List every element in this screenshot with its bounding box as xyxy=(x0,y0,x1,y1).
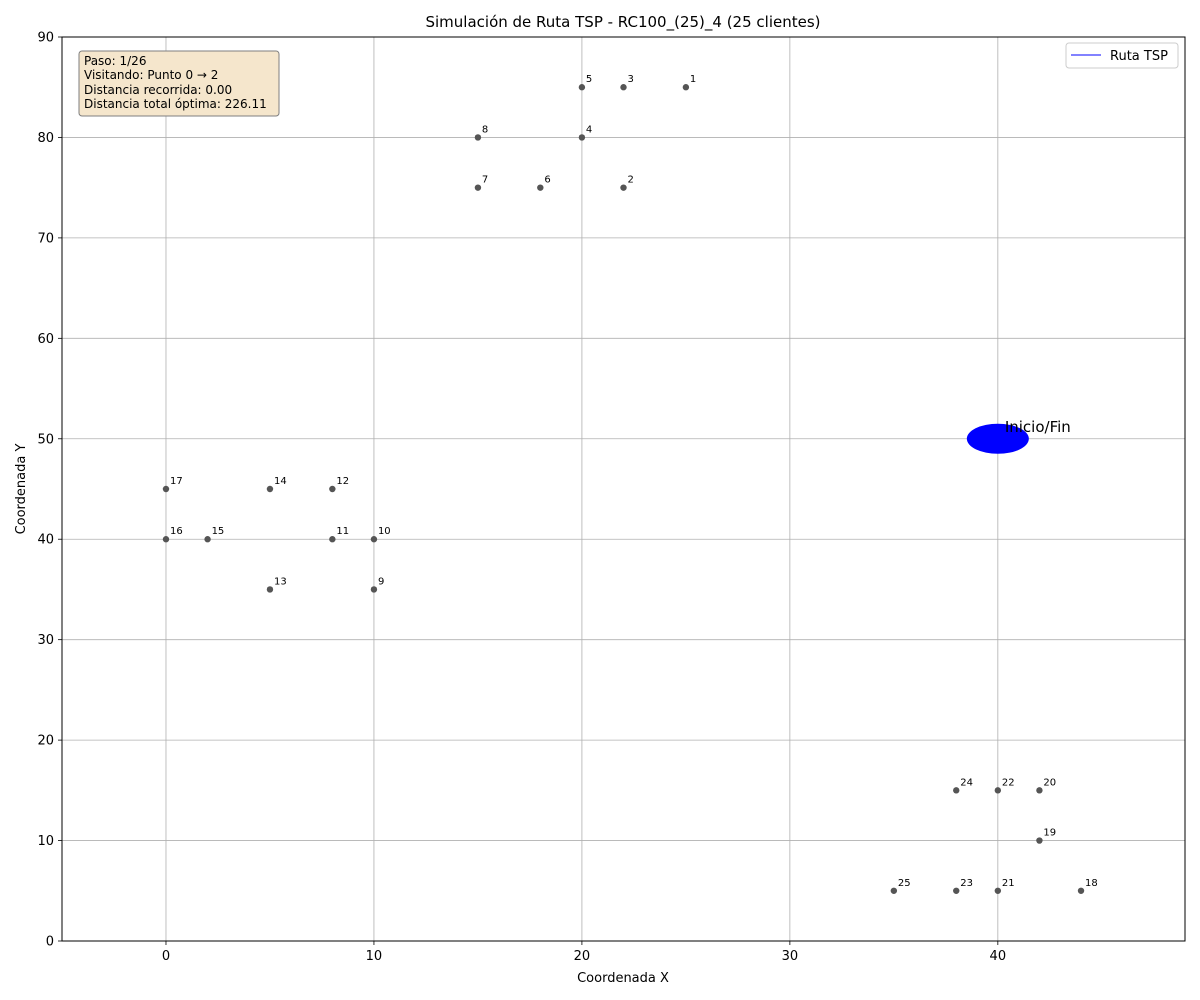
customer-point-label: 9 xyxy=(378,576,384,587)
customer-point xyxy=(162,485,170,493)
depot-label: Inicio/Fin xyxy=(1005,418,1071,436)
y-tick-label: 30 xyxy=(37,633,54,648)
customer-point xyxy=(266,586,274,593)
x-tick-label: 30 xyxy=(782,949,799,964)
customer-point xyxy=(578,84,586,91)
customer-point-label: 20 xyxy=(1043,777,1056,788)
y-axis-label: Coordenada Y xyxy=(14,444,29,535)
customer-point-label: 13 xyxy=(274,576,287,587)
grid xyxy=(62,37,1185,941)
customer-point xyxy=(682,84,690,91)
y-tick-label: 20 xyxy=(37,734,54,749)
customer-point xyxy=(329,485,336,493)
y-tick-label: 40 xyxy=(37,533,54,548)
customer-point-label: 7 xyxy=(482,175,488,186)
customer-point xyxy=(370,536,378,543)
axes: 0 10 20 30 40 0 10 20 30 40 50 60 70 80 90 xyxy=(37,31,1006,965)
customer-point-label: 10 xyxy=(378,526,391,537)
customer-point-label: 16 xyxy=(170,526,183,537)
x-tick-label: 0 xyxy=(162,949,170,964)
customer-point xyxy=(994,887,1002,894)
y-tick-label: 90 xyxy=(37,31,54,46)
customer-point xyxy=(1036,837,1043,844)
y-tick-label: 80 xyxy=(37,131,54,146)
customer-point xyxy=(1036,787,1043,794)
customer-points: 1234567891011121314151617181920212223242… xyxy=(162,74,1098,894)
customer-point xyxy=(994,787,1002,794)
y-tick-label: 0 xyxy=(46,935,54,950)
y-tick-label: 50 xyxy=(37,432,54,447)
customer-point xyxy=(329,536,336,543)
customer-point-label: 21 xyxy=(1002,878,1015,889)
info-box: Paso: 1/26 Visitando: Punto 0 → 2 Distan… xyxy=(78,50,280,117)
customer-point xyxy=(953,887,960,894)
y-tick-label: 60 xyxy=(37,332,54,347)
customer-point xyxy=(620,84,627,91)
customer-point xyxy=(890,887,898,894)
customer-point xyxy=(266,485,274,493)
info-box-background xyxy=(78,50,280,117)
customer-point-label: 3 xyxy=(628,74,634,85)
customer-point-label: 6 xyxy=(544,175,550,186)
customer-point-label: 15 xyxy=(212,526,225,537)
customer-point xyxy=(162,536,170,543)
customer-point-label: 18 xyxy=(1085,878,1098,889)
legend: Ruta TSP xyxy=(1065,42,1179,69)
x-tick-label: 10 xyxy=(366,949,383,964)
customer-point-label: 25 xyxy=(898,878,911,889)
customer-point xyxy=(620,184,627,191)
customer-point-label: 2 xyxy=(628,175,634,186)
customer-point xyxy=(474,184,482,191)
customer-point-label: 1 xyxy=(690,74,696,85)
customer-point-label: 5 xyxy=(586,74,592,85)
customer-point-label: 14 xyxy=(274,476,287,487)
customer-point xyxy=(474,134,482,141)
customer-point xyxy=(537,184,544,191)
customer-point-label: 8 xyxy=(482,124,488,135)
customer-point xyxy=(370,586,378,593)
info-distance-traveled: Distancia recorrida: 0.00 xyxy=(84,83,232,97)
customer-point xyxy=(953,787,960,794)
customer-point xyxy=(204,536,211,543)
x-tick-label: 40 xyxy=(990,949,1007,964)
info-step: Paso: 1/26 xyxy=(84,54,146,68)
info-visiting: Visitando: Punto 0 → 2 xyxy=(84,68,218,82)
customer-point xyxy=(1077,887,1085,894)
x-tick-label: 20 xyxy=(574,949,591,964)
customer-point-label: 22 xyxy=(1002,777,1015,788)
y-tick-label: 70 xyxy=(37,231,54,246)
legend-route-label: Ruta TSP xyxy=(1110,49,1168,64)
plot-frame xyxy=(61,36,1186,942)
legend-frame xyxy=(1065,42,1179,69)
customer-point-label: 12 xyxy=(336,476,349,487)
x-axis-label: Coordenada X xyxy=(577,971,669,986)
y-tick-label: 10 xyxy=(37,834,54,849)
chart-title: Simulación de Ruta TSP - RC100_(25)_4 (2… xyxy=(425,13,820,32)
customer-point-label: 19 xyxy=(1043,828,1056,839)
customer-point xyxy=(578,134,586,141)
info-optimal-total-distance: Distancia total óptima: 226.11 xyxy=(84,97,267,111)
depot-marker xyxy=(966,423,1029,454)
depot-marker-group: Inicio/Fin xyxy=(966,418,1071,454)
customer-point-label: 23 xyxy=(960,878,973,889)
customer-point-label: 4 xyxy=(586,124,592,135)
customer-point-label: 24 xyxy=(960,777,973,788)
customer-point-label: 11 xyxy=(336,526,349,537)
customer-point-label: 17 xyxy=(170,476,183,487)
